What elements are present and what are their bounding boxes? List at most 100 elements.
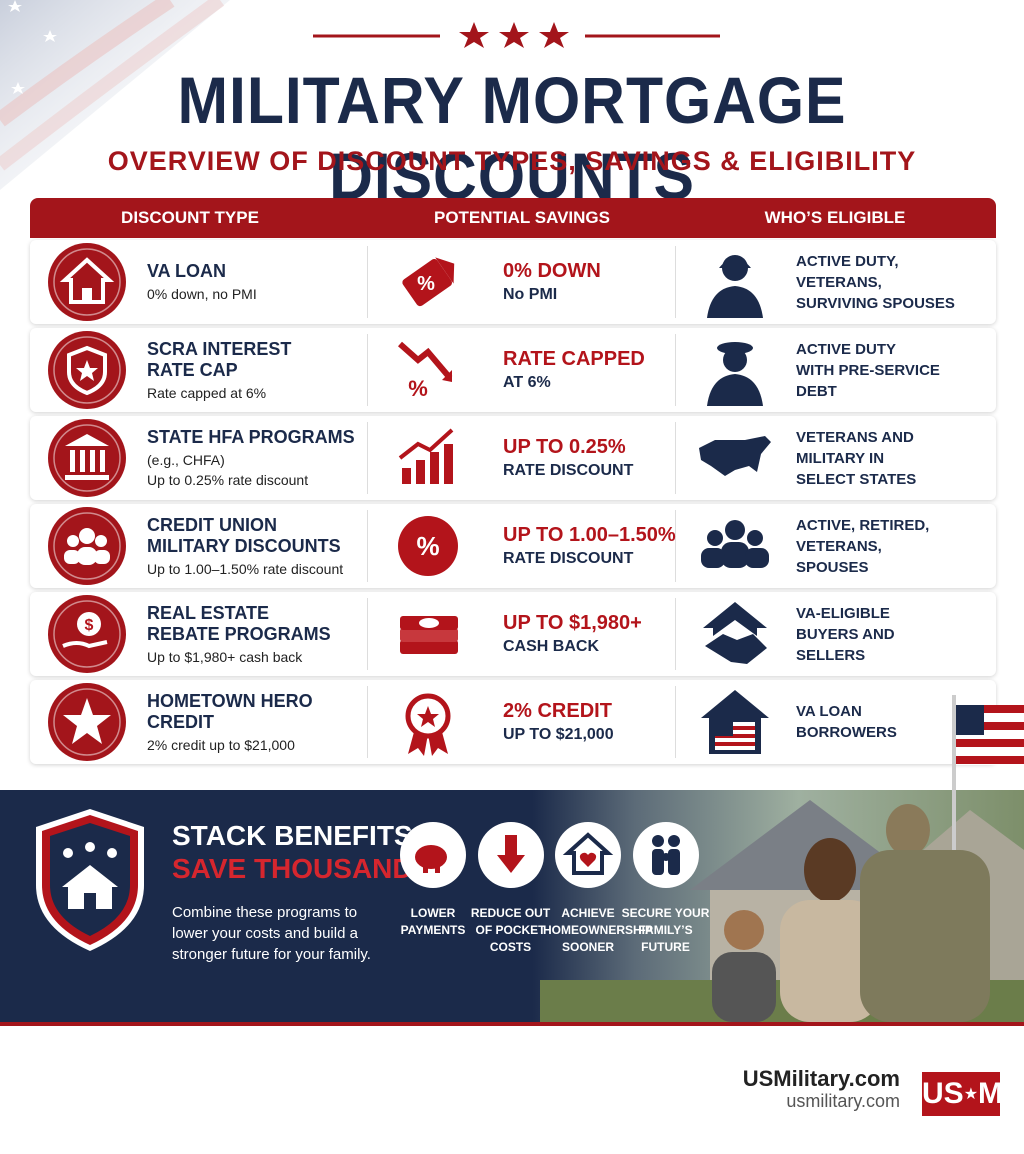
- discount-detail-block: 0% down, no PMI: [147, 284, 257, 304]
- column-divider: [367, 246, 368, 318]
- discount-detail: Up to 0.25% rate discount: [147, 471, 309, 488]
- savings-icon: %: [388, 330, 468, 415]
- column-divider: [675, 422, 676, 494]
- eligible-line: SURVIVING SPOUSES: [796, 294, 955, 312]
- benefit-label: HOMEOWNERSHIP: [543, 923, 654, 937]
- savings-headline: 2% CREDIT: [503, 700, 612, 722]
- eligible-icon: [695, 682, 775, 767]
- discount-detail: 2% credit up to $21,000: [147, 736, 295, 753]
- discount-detail: Up to $1,980+ cash back: [147, 648, 303, 665]
- eligible-icon: [695, 330, 775, 415]
- benefit-label: OF POCKET: [475, 923, 546, 937]
- column-divider: [367, 598, 368, 670]
- column-divider: [367, 686, 368, 758]
- column-divider: [367, 334, 368, 406]
- divider: [0, 1022, 1024, 1026]
- description-line: Combine these programs to: [172, 904, 358, 921]
- discount-name: CREDIT: [147, 711, 214, 732]
- savings-headline: UP TO 1.00–1.50%: [503, 524, 676, 546]
- eligible-line: VETERANS,: [796, 273, 882, 291]
- benefit-label: SECURE YOUR: [621, 906, 710, 920]
- eligible-line-block: ACTIVE DUTY WITH PRE-SERVICE DEBT: [796, 339, 940, 402]
- banner-description: Combine these programs to lower your cost…: [172, 902, 371, 965]
- table-row: [30, 328, 996, 412]
- eligible-icon: [695, 418, 775, 503]
- banner-headline: STACK BENEFITS.: [172, 820, 421, 851]
- benefit-label: FUTURE: [641, 940, 690, 954]
- svg-text:%: %: [417, 273, 435, 295]
- eligible-line: BORROWERS: [796, 724, 897, 741]
- eligible-line: ACTIVE DUTY,: [796, 252, 899, 270]
- header-decor: [0, 0, 720, 190]
- type-icon: [47, 506, 127, 591]
- column-divider: [367, 510, 368, 582]
- column-divider: [675, 510, 676, 582]
- benefit-icon: [626, 815, 706, 900]
- benefit-label: SOONER: [561, 940, 614, 954]
- eligible-line-block: VETERANS AND MILITARY IN SELECT STATES: [796, 427, 916, 490]
- benefit-label: LOWER: [410, 906, 456, 920]
- svg-text:%: %: [416, 531, 439, 561]
- discount-name-block: STATE HFA PROGRAMS: [147, 427, 355, 448]
- svg-text:%: %: [408, 376, 428, 401]
- eligible-line-block: ACTIVE DUTY, VETERANS, SURVIVING SPOUSES: [796, 251, 955, 314]
- discount-detail-block: 2% credit up to $21,000: [147, 735, 295, 755]
- column-divider: [675, 334, 676, 406]
- discount-name: SCRA INTEREST: [147, 338, 292, 359]
- benefit-label-block: SECURE YOUR FAMILY’S FUTURE: [621, 905, 711, 956]
- savings-headline: RATE CAPPED: [503, 348, 645, 370]
- benefit-label: FAMILY’S: [638, 923, 693, 937]
- discount-name-block: REAL ESTATE REBATE PROGRAMS: [147, 603, 331, 645]
- discount-name-block: SCRA INTEREST RATE CAP: [147, 339, 291, 381]
- table-header: [30, 198, 996, 238]
- benefit-label-block: LOWER PAYMENTS: [388, 905, 478, 939]
- discount-detail: Rate capped at 6%: [147, 384, 267, 401]
- table-row: [30, 416, 996, 500]
- eligible-line: VETERANS,: [796, 537, 882, 555]
- type-icon: [47, 242, 127, 327]
- discount-name: MILITARY DISCOUNTS: [147, 535, 341, 556]
- type-icon: [47, 330, 127, 415]
- eligible-line: ACTIVE DUTY: [796, 340, 897, 358]
- eligible-line: VA-ELIGIBLE: [796, 604, 890, 622]
- savings-block: RATE CAPPED AT 6%: [503, 346, 645, 394]
- discount-detail-block: Up to 1.00–1.50% rate discount: [147, 559, 343, 579]
- logo-text: M: [978, 1077, 1004, 1110]
- eligible-line: WITH PRE-SERVICE: [796, 361, 940, 379]
- savings-detail: RATE DISCOUNT: [503, 462, 634, 479]
- discount-detail-block: Rate capped at 6%: [147, 383, 266, 403]
- savings-headline: 0% DOWN: [503, 260, 601, 282]
- eligible-line-block: VA-ELIGIBLE BUYERS AND SELLERS: [796, 603, 895, 666]
- logo-text: US: [922, 1077, 964, 1110]
- savings-headline: UP TO $1,980+: [503, 612, 642, 634]
- column-header: DISCOUNT TYPE: [121, 208, 259, 227]
- benefit-label: REDUCE OUT: [470, 906, 551, 920]
- family-photo: [540, 695, 1024, 1022]
- savings-block: 2% CREDIT UP TO $21,000: [503, 698, 614, 746]
- eligible-line-block: VA LOAN BORROWERS: [796, 701, 897, 743]
- table-row: [30, 240, 996, 324]
- eligible-line: SELECT STATES: [796, 470, 917, 488]
- eligible-line: SELLERS: [796, 646, 866, 664]
- savings-icon: [388, 682, 468, 767]
- table-row: [30, 592, 996, 676]
- eligible-line: VETERANS AND: [796, 428, 914, 446]
- savings-icon: [388, 418, 468, 503]
- savings-detail: UP TO $21,000: [503, 726, 614, 743]
- type-icon: $: [47, 594, 127, 679]
- benefit-icon: [393, 815, 473, 900]
- discount-name: REAL ESTATE: [147, 602, 270, 623]
- logo-star: ★: [963, 1086, 979, 1104]
- discount-detail: Up to 1.00–1.50% rate discount: [147, 560, 344, 577]
- savings-detail: CASH BACK: [503, 638, 599, 655]
- savings-detail: No PMI: [503, 286, 558, 303]
- svg-text:$: $: [85, 617, 94, 634]
- table-row: [30, 504, 996, 588]
- discount-name: VA LOAN: [147, 261, 226, 281]
- description-line: stronger future for your family.: [172, 946, 371, 963]
- savings-icon: %: [388, 242, 468, 327]
- subtitle: OVERVIEW OF DISCOUNT TYPES, SAVINGS & EL…: [107, 146, 917, 176]
- discount-detail: (e.g., CHFA): [147, 451, 225, 468]
- shield-icon: [36, 809, 144, 951]
- discount-name-block: CREDIT UNION MILITARY DISCOUNTS: [147, 515, 341, 557]
